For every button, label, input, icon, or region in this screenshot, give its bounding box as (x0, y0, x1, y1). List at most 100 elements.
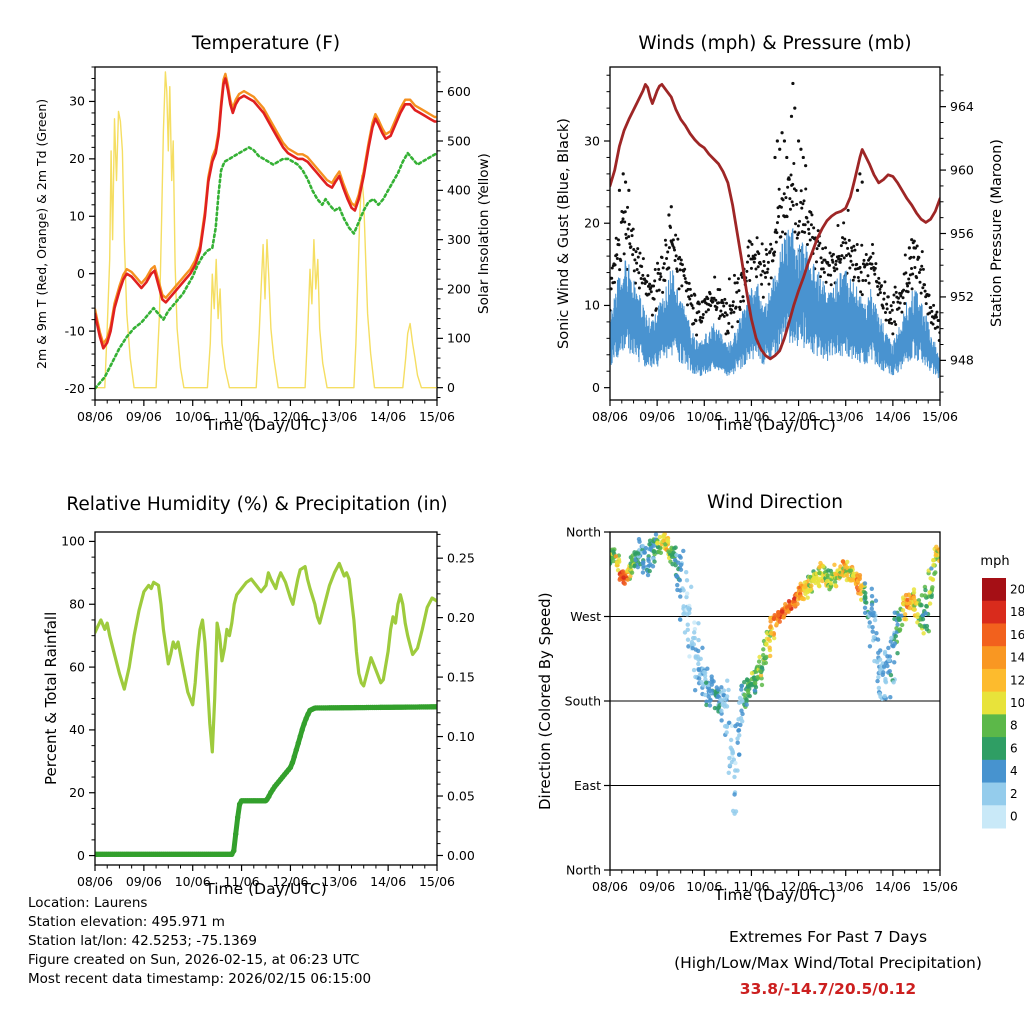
svg-text:12/06: 12/06 (272, 874, 308, 889)
svg-text:30: 30 (69, 94, 85, 109)
figure-created-line: Figure created on Sun, 2026-02-15, at 06… (28, 952, 360, 968)
svg-text:13/06: 13/06 (321, 409, 357, 424)
svg-text:09/06: 09/06 (126, 409, 162, 424)
wind-direction-title: Wind Direction (707, 492, 843, 513)
svg-text:100: 100 (447, 331, 471, 346)
svg-text:15/06: 15/06 (922, 409, 958, 424)
svg-text:0.25: 0.25 (447, 550, 475, 565)
svg-text:14/06: 14/06 (370, 409, 406, 424)
svg-text:North: North (566, 524, 601, 539)
winds-xlabel: Time (Day/UTC) (714, 416, 836, 434)
extremes-block: Extremes For Past 7 Days (High/Low/Max W… (628, 924, 1024, 1002)
temperature-title: Temperature (F) (191, 33, 341, 54)
svg-text:100: 100 (61, 534, 85, 549)
svg-text:40: 40 (69, 722, 85, 737)
svg-text:12/06: 12/06 (781, 409, 817, 424)
svg-text:0: 0 (447, 380, 455, 395)
humidity-precip-title: Relative Humidity (%) & Precipitation (i… (66, 494, 448, 515)
svg-text:0: 0 (592, 380, 600, 395)
wind-direction-xlabel: Time (Day/UTC) (714, 886, 836, 904)
temperature-ylabel-left: 2m & 9m T (Red, Orange) & 2m Td (Green) (34, 98, 49, 369)
svg-text:15/06: 15/06 (922, 879, 958, 894)
svg-text:952: 952 (950, 289, 974, 304)
svg-text:11/06: 11/06 (733, 879, 769, 894)
svg-text:14: 14 (1010, 651, 1024, 665)
svg-text:200: 200 (447, 281, 471, 296)
temperature-xlabel: Time (Day/UTC) (205, 416, 327, 434)
svg-text:14/06: 14/06 (875, 409, 911, 424)
svg-text:20+: 20+ (1010, 582, 1024, 596)
svg-text:12: 12 (1010, 673, 1024, 687)
svg-text:09/06: 09/06 (639, 409, 675, 424)
svg-text:15/06: 15/06 (419, 874, 455, 889)
svg-text:08/06: 08/06 (77, 409, 113, 424)
humidity-ylabel-left: Percent & Total Rainfall (42, 611, 60, 786)
svg-text:600: 600 (447, 84, 471, 99)
svg-text:11/06: 11/06 (224, 409, 260, 424)
svg-text:964: 964 (950, 99, 974, 114)
pressure-ylabel-right: Station Pressure (Maroon) (989, 139, 1005, 328)
svg-text:13/06: 13/06 (828, 409, 864, 424)
svg-text:10: 10 (584, 298, 600, 313)
humidity-xlabel: Time (Day/UTC) (205, 880, 327, 898)
data-timestamp-line: Most recent data timestamp: 2026/02/15 0… (28, 971, 372, 987)
colorbar-unit-label: mph (980, 554, 1010, 569)
svg-text:12/06: 12/06 (272, 409, 308, 424)
solar-ylabel-right: Solar Insolation (Yellow) (476, 153, 492, 314)
svg-text:10/06: 10/06 (175, 409, 211, 424)
svg-text:14/06: 14/06 (875, 879, 911, 894)
station-location-line: Location: Laurens (28, 895, 148, 911)
svg-text:10/06: 10/06 (686, 879, 722, 894)
svg-text:10: 10 (1010, 696, 1024, 710)
svg-text:11/06: 11/06 (224, 874, 260, 889)
extremes-subtitle: (High/Low/Max Wind/Total Precipitation) (674, 954, 982, 972)
svg-text:10/06: 10/06 (175, 874, 211, 889)
svg-text:08/06: 08/06 (77, 874, 113, 889)
svg-text:08/06: 08/06 (592, 409, 628, 424)
svg-text:10/06: 10/06 (686, 409, 722, 424)
svg-text:2: 2 (1010, 787, 1018, 801)
svg-text:80: 80 (69, 597, 85, 612)
svg-text:08/06: 08/06 (592, 879, 628, 894)
station-info-block: Location: Laurens Station elevation: 495… (28, 894, 371, 989)
direction-ylabel-left: Direction (Colored By Speed) (536, 592, 554, 810)
svg-text:500: 500 (447, 133, 471, 148)
svg-text:20: 20 (69, 785, 85, 800)
extremes-heading: Extremes For Past 7 Days (728, 928, 928, 946)
svg-text:0: 0 (1010, 810, 1018, 824)
svg-text:0.05: 0.05 (447, 788, 475, 803)
wind-ylabel-left: Sonic Wind & Gust (Blue, Black) (556, 118, 572, 349)
svg-text:948: 948 (950, 353, 974, 368)
svg-text:09/06: 09/06 (639, 879, 675, 894)
svg-text:0.00: 0.00 (447, 848, 475, 863)
svg-text:10: 10 (69, 209, 85, 224)
svg-text:12/06: 12/06 (781, 879, 817, 894)
svg-text:0.10: 0.10 (447, 729, 475, 744)
svg-text:-10: -10 (65, 323, 85, 338)
svg-text:18: 18 (1010, 605, 1024, 619)
svg-text:6: 6 (1010, 741, 1018, 755)
svg-text:20: 20 (584, 216, 600, 231)
svg-text:13/06: 13/06 (828, 879, 864, 894)
svg-text:South: South (565, 693, 601, 708)
svg-text:0: 0 (77, 266, 85, 281)
svg-text:13/06: 13/06 (321, 874, 357, 889)
svg-text:-20: -20 (65, 381, 85, 396)
svg-text:0.15: 0.15 (447, 669, 475, 684)
svg-text:20: 20 (69, 151, 85, 166)
svg-text:11/06: 11/06 (733, 409, 769, 424)
svg-text:East: East (574, 778, 601, 793)
svg-text:60: 60 (69, 659, 85, 674)
svg-text:4: 4 (1010, 764, 1018, 778)
svg-text:0: 0 (77, 848, 85, 863)
svg-text:400: 400 (447, 183, 471, 198)
svg-text:0.20: 0.20 (447, 610, 475, 625)
extremes-value: 33.8/-14.7/20.5/0.12 (739, 980, 917, 998)
svg-text:West: West (570, 609, 601, 624)
svg-text:956: 956 (950, 226, 974, 241)
winds-pressure-title: Winds (mph) & Pressure (mb) (638, 33, 912, 54)
svg-text:960: 960 (950, 162, 974, 177)
svg-text:North: North (566, 862, 601, 877)
svg-text:30: 30 (584, 133, 600, 148)
